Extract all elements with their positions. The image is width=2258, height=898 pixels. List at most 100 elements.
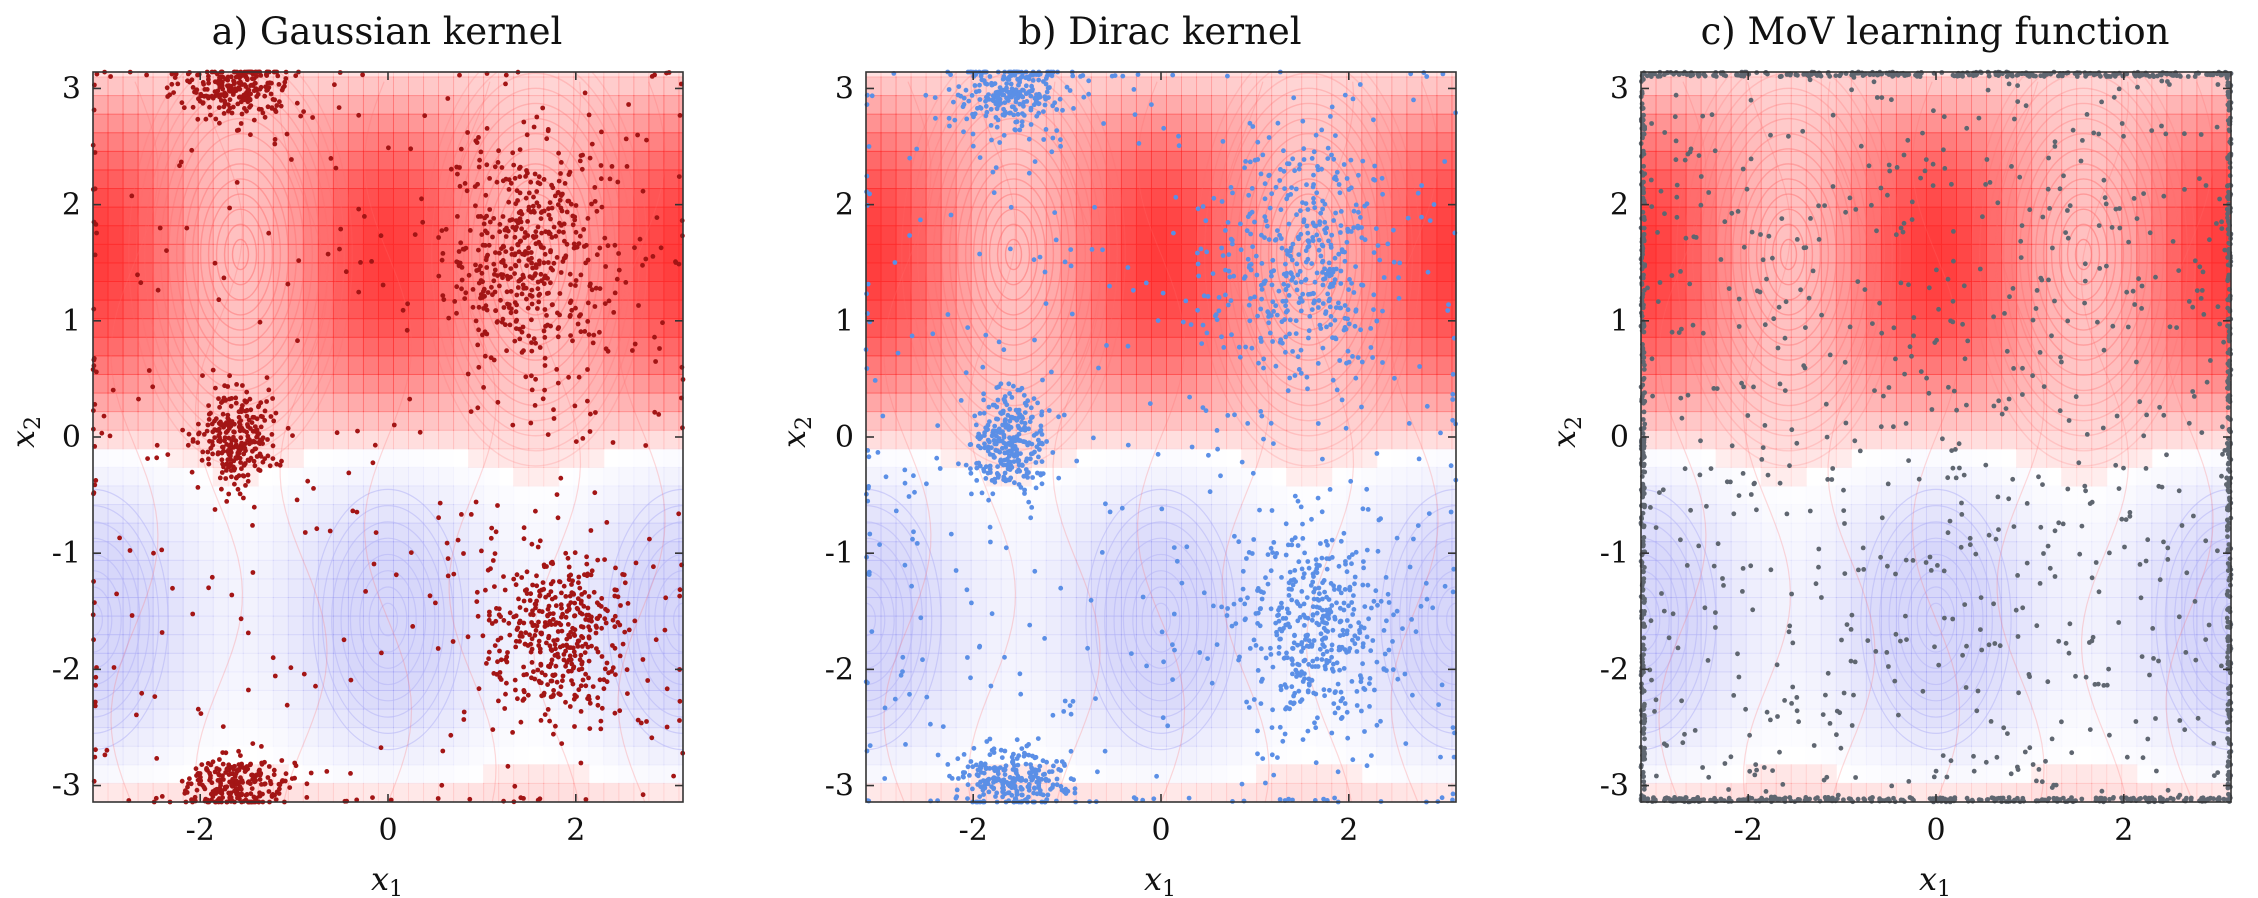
heat-cell [227, 708, 244, 729]
data-point [517, 190, 523, 196]
heat-cell [167, 745, 184, 766]
heat-cell [122, 392, 139, 413]
heat-cell [1135, 262, 1152, 283]
heat-cell [468, 671, 485, 691]
heat-cell [1105, 429, 1122, 450]
heat-cell [955, 72, 972, 78]
data-point [563, 550, 569, 556]
heat-cell [242, 615, 259, 636]
heat-cell [423, 411, 440, 431]
heat-cell [438, 76, 455, 97]
data-point [567, 271, 573, 277]
data-point [270, 792, 276, 797]
heat-cell [423, 95, 440, 115]
data-point [197, 98, 203, 104]
heat-cell [498, 485, 514, 505]
heat-cell [1075, 615, 1092, 636]
heat-cell [317, 132, 334, 152]
heat-cell [1301, 355, 1318, 375]
heat-cell [1015, 708, 1032, 729]
heat-cell [423, 373, 440, 394]
data-point [625, 601, 631, 606]
heat-cell [392, 727, 410, 747]
data-point [189, 147, 195, 153]
heat-cell [377, 336, 394, 357]
data-point [553, 663, 559, 669]
heat-cell [438, 764, 454, 784]
data-point [93, 674, 99, 680]
data-point [587, 700, 593, 706]
heat-cell [1286, 392, 1303, 413]
heat-cell [362, 336, 379, 357]
heat-cell [880, 225, 897, 245]
data-point [480, 633, 486, 639]
data-point [677, 718, 682, 723]
heat-cell [663, 169, 680, 190]
heat-cell [1150, 485, 1167, 506]
heat-cell [362, 764, 379, 784]
heat-cell [1150, 392, 1167, 413]
heat-cell [317, 541, 334, 561]
heat-cell [257, 132, 274, 152]
heat-cell [896, 448, 912, 468]
heat-cell [137, 206, 154, 227]
heat-cell [302, 634, 319, 654]
heat-cell [302, 150, 319, 171]
data-point [521, 348, 526, 354]
data-point [515, 696, 520, 702]
heat-cell [272, 188, 289, 208]
data-point [497, 648, 502, 654]
heat-cell [152, 355, 169, 375]
heat-cell [513, 429, 530, 450]
data-point [408, 146, 414, 152]
heat-cell [242, 671, 259, 691]
data-point [223, 750, 229, 756]
data-point [227, 373, 233, 379]
heat-cell [1226, 727, 1243, 747]
heat-cell [197, 689, 214, 710]
data-point [557, 220, 562, 226]
heat-cell [438, 95, 455, 115]
heat-cell [408, 95, 425, 115]
data-point [502, 706, 508, 711]
heat-cell [468, 373, 485, 394]
heat-cell [940, 671, 957, 691]
data-point [676, 261, 682, 267]
heat-cell [137, 95, 154, 115]
heat-cell [227, 262, 244, 283]
heat-cell [453, 448, 469, 468]
heatmap-background [866, 72, 1456, 802]
heat-cell [588, 504, 605, 524]
data-point [528, 649, 534, 655]
data-point [486, 649, 492, 655]
heat-cell [137, 578, 154, 599]
data-point [436, 515, 441, 521]
heat-cell [302, 559, 319, 580]
data-point [513, 644, 519, 650]
heat-cell [167, 578, 184, 599]
data-point [475, 613, 481, 619]
heat-cell [93, 299, 109, 320]
heat-cell [866, 150, 882, 171]
heat-cell [152, 76, 169, 97]
heat-cell [498, 336, 515, 357]
data-point [534, 114, 540, 120]
heat-cell [453, 466, 470, 487]
heat-cell [588, 745, 605, 766]
heat-cell [392, 76, 410, 97]
heat-cell [438, 411, 455, 431]
heat-cell [257, 708, 274, 729]
heat-cell [377, 782, 394, 802]
heat-cell [257, 281, 274, 301]
data-point [152, 694, 158, 699]
heat-cell [866, 727, 882, 747]
data-point [632, 341, 638, 347]
data-point [235, 101, 241, 107]
data-point [180, 427, 186, 433]
heat-cell [1181, 504, 1198, 524]
data-point [595, 695, 601, 701]
heat-cell [678, 522, 683, 543]
heat-cell [648, 764, 665, 784]
heat-cell [362, 504, 379, 524]
data-point [334, 430, 340, 436]
